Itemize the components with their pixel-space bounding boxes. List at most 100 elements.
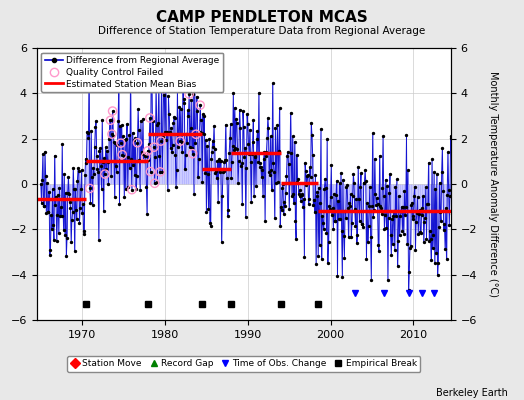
Point — [204, 206, 213, 212]
Point — [247, 199, 255, 206]
Point — [122, 136, 130, 142]
Point — [227, 174, 235, 181]
Point — [428, 156, 436, 162]
Point — [56, 213, 64, 220]
Point — [96, 163, 105, 170]
Point — [443, 192, 451, 198]
Point — [236, 124, 244, 131]
Point — [364, 239, 372, 246]
Point — [205, 220, 214, 226]
Point — [291, 218, 300, 225]
Point — [440, 226, 448, 233]
Point — [324, 238, 333, 245]
Point — [305, 195, 313, 202]
Point — [170, 115, 179, 121]
Point — [253, 136, 261, 142]
Point — [160, 92, 169, 98]
Point — [217, 238, 226, 245]
Point — [118, 152, 126, 158]
Point — [106, 117, 114, 123]
Point — [257, 164, 265, 171]
Point — [326, 205, 334, 212]
Point — [366, 183, 374, 190]
Point — [94, 169, 102, 175]
Point — [398, 228, 407, 234]
Point — [368, 130, 377, 136]
Point — [348, 193, 357, 199]
Point — [222, 121, 230, 128]
Point — [442, 205, 450, 212]
Point — [220, 158, 228, 165]
Point — [157, 138, 165, 144]
Point — [379, 192, 388, 199]
Point — [303, 173, 311, 179]
Point — [421, 215, 429, 221]
Point — [239, 108, 247, 114]
Point — [126, 165, 134, 172]
Point — [308, 132, 316, 138]
Point — [118, 152, 126, 158]
Point — [248, 138, 257, 145]
Point — [140, 151, 148, 158]
Point — [134, 106, 143, 112]
Point — [150, 180, 159, 186]
Point — [422, 236, 431, 242]
Point — [102, 144, 110, 150]
Point — [231, 145, 239, 152]
Point — [210, 122, 218, 129]
Point — [455, 204, 464, 211]
Point — [153, 178, 161, 185]
Point — [142, 183, 150, 190]
Point — [194, 174, 202, 180]
Point — [290, 199, 298, 206]
Point — [43, 180, 51, 186]
Point — [196, 102, 204, 108]
Point — [394, 238, 402, 244]
Point — [166, 129, 174, 135]
Point — [349, 171, 357, 178]
Point — [267, 166, 276, 173]
Point — [303, 172, 312, 178]
Point — [297, 198, 305, 204]
Point — [141, 153, 150, 160]
Point — [383, 183, 391, 189]
Point — [157, 138, 165, 144]
Point — [58, 141, 67, 147]
Point — [159, 86, 168, 92]
Point — [65, 190, 73, 197]
Point — [61, 189, 70, 196]
Point — [249, 117, 257, 124]
Point — [333, 273, 342, 280]
Point — [339, 177, 347, 184]
Point — [108, 131, 116, 137]
Point — [162, 137, 171, 143]
Point — [222, 157, 231, 163]
Point — [237, 160, 246, 167]
Point — [128, 186, 136, 193]
Point — [383, 225, 391, 232]
Point — [406, 244, 414, 251]
Point — [390, 208, 398, 214]
Point — [414, 211, 423, 217]
Point — [416, 207, 424, 214]
Point — [150, 144, 158, 150]
Point — [287, 110, 295, 116]
Point — [318, 256, 326, 262]
Point — [259, 192, 267, 199]
Point — [95, 148, 104, 154]
Point — [452, 191, 461, 198]
Point — [427, 257, 435, 264]
Point — [109, 132, 117, 139]
Point — [163, 187, 172, 193]
Point — [137, 149, 146, 156]
Point — [286, 180, 294, 186]
Point — [298, 192, 307, 198]
Point — [46, 252, 54, 258]
Point — [311, 172, 320, 178]
Point — [266, 133, 275, 140]
Point — [120, 194, 128, 200]
Point — [59, 227, 68, 233]
Point — [281, 202, 289, 209]
Point — [218, 193, 226, 199]
Point — [357, 221, 366, 228]
